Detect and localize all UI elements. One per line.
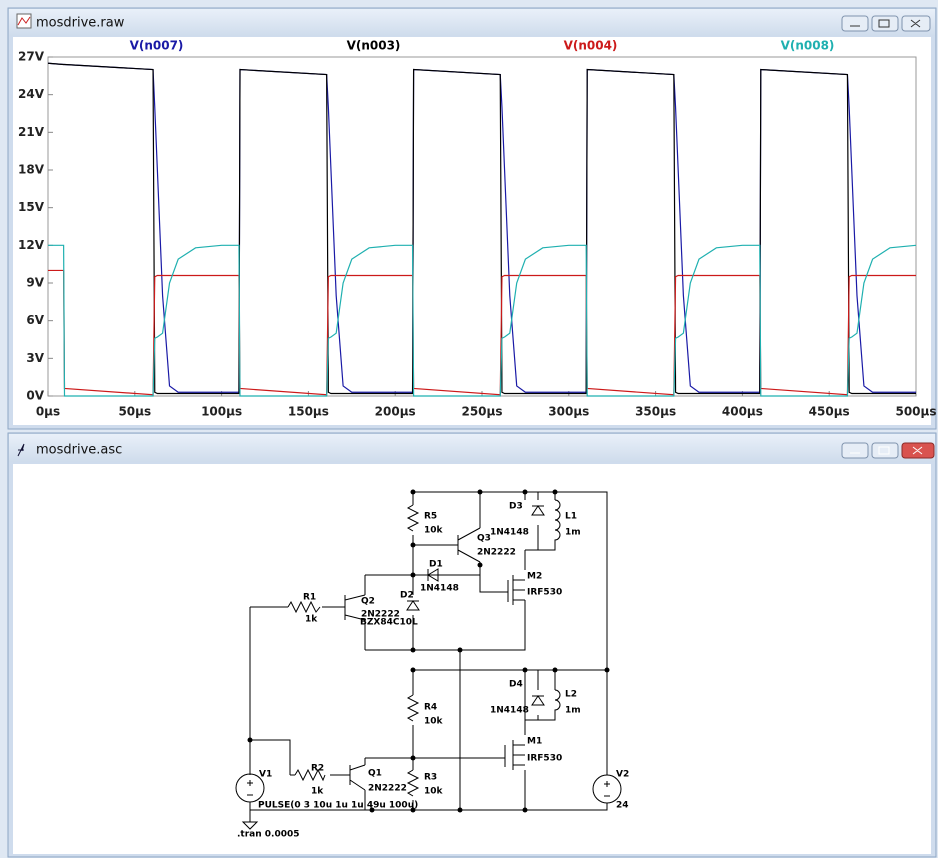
series-line (47, 62, 916, 395)
title-bar (9, 434, 935, 462)
component-value: 2N2222 (368, 784, 407, 794)
y-tick-label: 3V (26, 351, 44, 365)
legend-entry: V(n004) (564, 39, 618, 53)
component-ref: M2 (527, 572, 542, 582)
component-value: BZX84C10L (360, 618, 418, 628)
x-tick-label: 450µs (809, 405, 850, 419)
minimize-button[interactable] (841, 15, 869, 32)
component-value: IRF530 (527, 754, 562, 764)
y-tick-label: 9V (26, 276, 44, 290)
x-tick-label: 500µs (895, 405, 936, 419)
component-ref: R3 (424, 773, 437, 783)
component-value: 1k (311, 787, 324, 797)
component-ref: Q2 (361, 597, 375, 607)
component-value: 1m (565, 528, 581, 538)
component-ref: R2 (311, 764, 324, 774)
x-tick-label: 350µs (635, 405, 676, 419)
component-ref: Q3 (477, 534, 491, 544)
component-value: 1m (565, 706, 581, 716)
x-tick-label: 100µs (201, 405, 242, 419)
restore-button[interactable] (871, 442, 899, 459)
component-ref: R4 (424, 703, 437, 713)
y-tick-label: 18V (18, 163, 45, 177)
spice-directive: .tran 0.0005 (237, 830, 300, 840)
window-buttons[interactable] (841, 15, 931, 32)
component-value: 10k (424, 787, 444, 797)
component-value: 24 (616, 801, 629, 811)
component-value: 1N4148 (490, 706, 529, 716)
y-tick-label: 15V (18, 200, 45, 214)
component-ref: L1 (565, 512, 577, 522)
component-value: 1N4148 (420, 584, 459, 594)
component-ref: D3 (509, 502, 523, 512)
component-ref: D1 (429, 560, 443, 570)
legend-entry: V(n008) (781, 39, 835, 53)
x-tick-label: 150µs (288, 405, 329, 419)
component-ref: L2 (565, 690, 577, 700)
x-tick-label: 250µs (461, 405, 502, 419)
component-ref: D4 (509, 680, 523, 690)
component-ref: M1 (527, 737, 542, 747)
component-ref: Q1 (368, 769, 382, 779)
component-ref: R5 (424, 512, 437, 522)
series-line (48, 244, 917, 397)
component-value: PULSE(0 3 10u 1u 1u 49u 100u) (258, 801, 418, 811)
component-value: 10k (424, 717, 444, 727)
component-value: 10k (424, 526, 444, 536)
y-tick-label: 6V (26, 313, 44, 327)
y-tick-label: 0V (26, 389, 44, 403)
window-icon (17, 16, 31, 26)
y-tick-label: 12V (18, 238, 45, 252)
component-value: 1N4148 (490, 528, 529, 538)
y-tick-label: 24V (18, 87, 45, 101)
component-value: 2N2222 (361, 610, 400, 620)
window-title: mosdrive.asc (36, 443, 122, 458)
component-ref: V2 (616, 770, 629, 780)
schematic-pane (13, 464, 931, 854)
component-value: 2N2222 (477, 548, 516, 558)
y-tick-label: 27V (18, 50, 45, 64)
x-tick-label: 400µs (722, 405, 763, 419)
component-ref: V1 (259, 770, 272, 780)
restore-button[interactable] (871, 15, 899, 32)
window-title: mosdrive.raw (36, 16, 125, 31)
window-icon (17, 443, 25, 457)
window-buttons[interactable] (841, 442, 935, 459)
minimize-button[interactable] (841, 442, 869, 459)
x-tick-label: 0µs (36, 405, 60, 419)
x-tick-label: 200µs (375, 405, 416, 419)
legend-entry: V(n003) (347, 39, 401, 53)
component-value: 1k (305, 615, 318, 625)
plot-area (47, 56, 917, 397)
component-value: IRF530 (527, 588, 562, 598)
schematic: R5 10k Q3 2N2222 D3 1N4148 L1 1m D1 1N41… (235, 489, 629, 840)
component-ref: D2 (400, 591, 414, 601)
component-ref: R1 (303, 593, 316, 603)
y-tick-label: 21V (18, 125, 45, 139)
x-tick-label: 300µs (548, 405, 589, 419)
legend-entry: V(n007) (130, 39, 184, 53)
x-tick-label: 50µs (118, 405, 151, 419)
title-bar (9, 9, 935, 36)
